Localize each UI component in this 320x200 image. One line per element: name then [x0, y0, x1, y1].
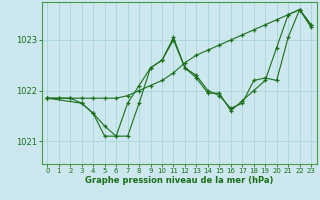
X-axis label: Graphe pression niveau de la mer (hPa): Graphe pression niveau de la mer (hPa) — [85, 176, 273, 185]
